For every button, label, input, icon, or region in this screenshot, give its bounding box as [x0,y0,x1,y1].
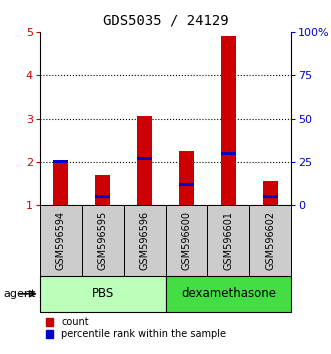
Bar [82,205,123,276]
Bar [221,36,236,205]
Text: PBS: PBS [91,287,114,300]
Bar [137,157,152,160]
Bar [53,162,68,205]
Bar [249,205,291,276]
Bar [53,160,68,164]
Bar [166,205,208,276]
Text: agent: agent [3,289,36,299]
Text: GSM596596: GSM596596 [140,211,150,270]
Bar [95,195,110,198]
Bar [166,276,291,312]
Bar [221,152,236,155]
Bar [123,205,166,276]
Bar [40,276,166,312]
Bar [179,183,194,186]
Bar [263,182,278,205]
Text: dexamethasone: dexamethasone [181,287,276,300]
Bar [263,195,278,198]
Text: GSM596601: GSM596601 [223,211,233,270]
Bar [95,175,110,205]
Text: GSM596595: GSM596595 [98,211,108,270]
Text: GSM596602: GSM596602 [265,211,275,270]
Bar [179,151,194,205]
Bar [40,205,82,276]
Bar [137,116,152,205]
Title: GDS5035 / 24129: GDS5035 / 24129 [103,14,228,28]
Text: GSM596594: GSM596594 [56,211,66,270]
Legend: count, percentile rank within the sample: count, percentile rank within the sample [45,316,227,340]
Bar [208,205,249,276]
Text: GSM596600: GSM596600 [181,211,191,270]
